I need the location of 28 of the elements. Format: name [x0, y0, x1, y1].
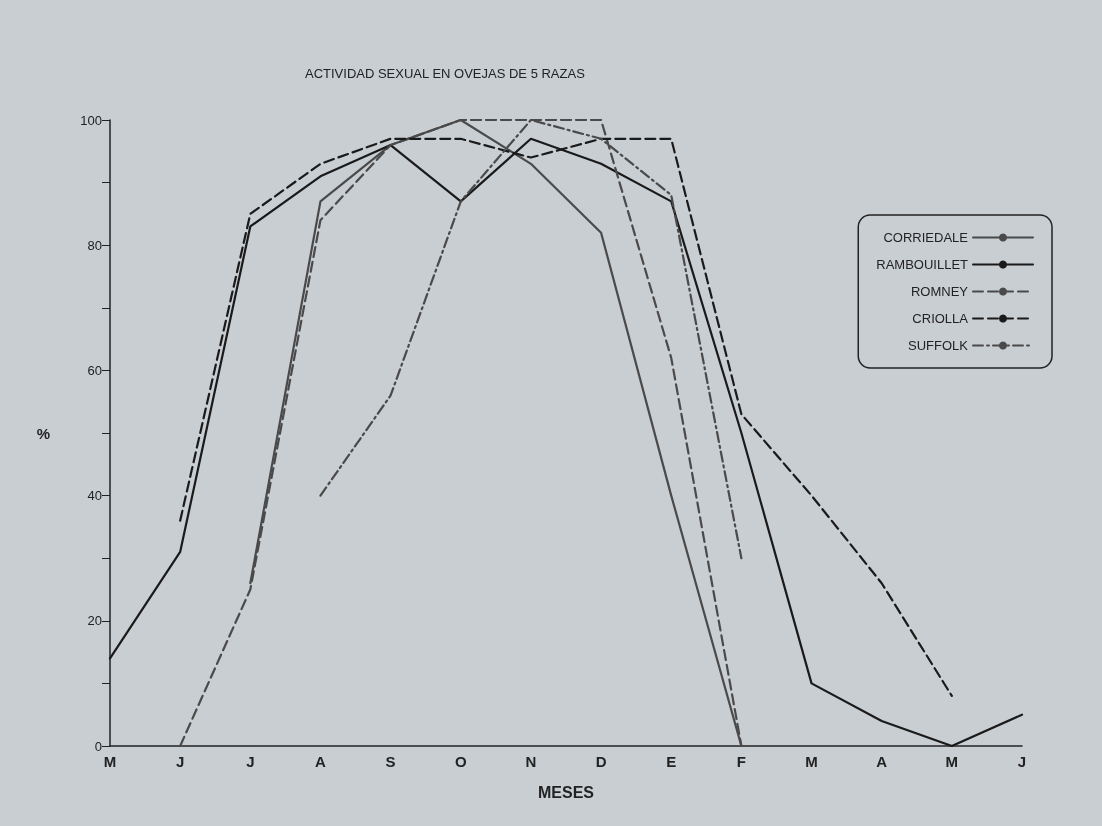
chart-title: ACTIVIDAD SEXUAL EN OVEJAS DE 5 RAZAS	[305, 66, 586, 81]
x-tick-label: J	[1017, 753, 1027, 770]
legend-label: RAMBOUILLET	[876, 257, 969, 272]
y-tick-label: 100	[80, 112, 102, 128]
legend-label: SUFFOLK	[908, 338, 969, 353]
x-tick-label: N	[525, 753, 537, 770]
y-tick-label: 20	[87, 613, 102, 629]
legend-label: ROMNEY	[910, 284, 969, 299]
x-tick-label: M	[805, 753, 818, 770]
legend-label: CRIOLLA	[912, 311, 969, 326]
x-tick-label: D	[595, 753, 607, 770]
x-tick-label: F	[736, 753, 746, 770]
x-tick-label: J	[175, 753, 185, 770]
y-tick-label: 60	[87, 362, 102, 378]
y-tick-label: 0	[94, 738, 102, 754]
x-tick-label: E	[666, 753, 677, 770]
x-tick-label: A	[876, 753, 888, 770]
x-axis-title: MESES	[537, 783, 595, 801]
x-tick-label: J	[246, 753, 255, 770]
x-tick-label: M	[103, 753, 117, 770]
x-tick-label: S	[385, 753, 396, 770]
legend-label: CORRIEDALE	[883, 230, 969, 245]
x-tick-label: A	[315, 753, 327, 770]
x-tick-label: M	[945, 753, 959, 770]
y-tick-label: 80	[87, 237, 102, 253]
x-tick-label: O	[454, 753, 467, 770]
y-axis-title: %	[36, 424, 50, 442]
y-tick-label: 40	[87, 488, 102, 504]
